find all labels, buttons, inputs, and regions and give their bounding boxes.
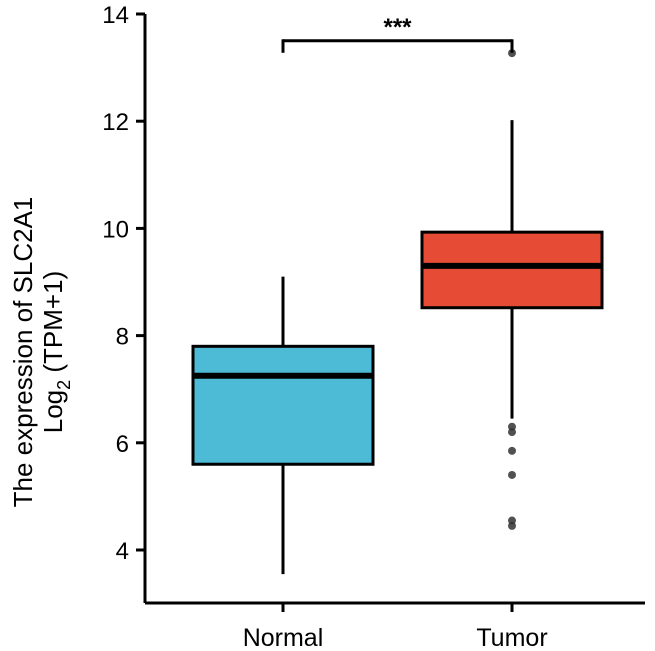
y-axis-title: The expression of SLC2A1 Log2 (TPM+1) — [8, 197, 74, 508]
y-tick-label-12: 12 — [102, 109, 129, 136]
x-axis: Normal Tumor — [145, 601, 645, 651]
y-axis-title-line1: The expression of SLC2A1 — [8, 197, 38, 508]
box-group-tumor — [420, 49, 604, 530]
y-axis-title-unit: (TPM+1) — [38, 271, 68, 380]
outlier-point-tumor-4 — [508, 470, 516, 479]
y-tick-label-6: 6 — [116, 431, 129, 458]
outlier-point-tumor-3 — [508, 446, 516, 455]
y-tick-label-14: 14 — [102, 2, 129, 29]
box-normal — [191, 344, 375, 466]
y-axis: 4 6 8 10 12 14 — [102, 2, 147, 603]
outlier-point-tumor-6 — [508, 521, 516, 530]
y-axis-title-subscript: 2 — [54, 380, 74, 390]
sig-label: *** — [383, 14, 412, 41]
y-axis-title-line2: Log2 (TPM+1) — [38, 271, 74, 433]
outlier-point-tumor-0 — [508, 49, 516, 58]
significance-bracket: *** — [281, 14, 514, 53]
outlier-point-tumor-2 — [508, 428, 516, 437]
x-tick-label-tumor: Tumor — [476, 624, 547, 651]
box-tumor — [420, 230, 604, 310]
y-tick-label-10: 10 — [102, 216, 129, 243]
box-group-normal — [191, 276, 375, 575]
boxes-layer — [191, 49, 604, 575]
x-tick-label-normal: Normal — [243, 624, 324, 651]
y-axis-title-log: Log — [38, 390, 68, 433]
y-tick-label-8: 8 — [116, 324, 129, 351]
y-tick-label-4: 4 — [116, 538, 129, 565]
